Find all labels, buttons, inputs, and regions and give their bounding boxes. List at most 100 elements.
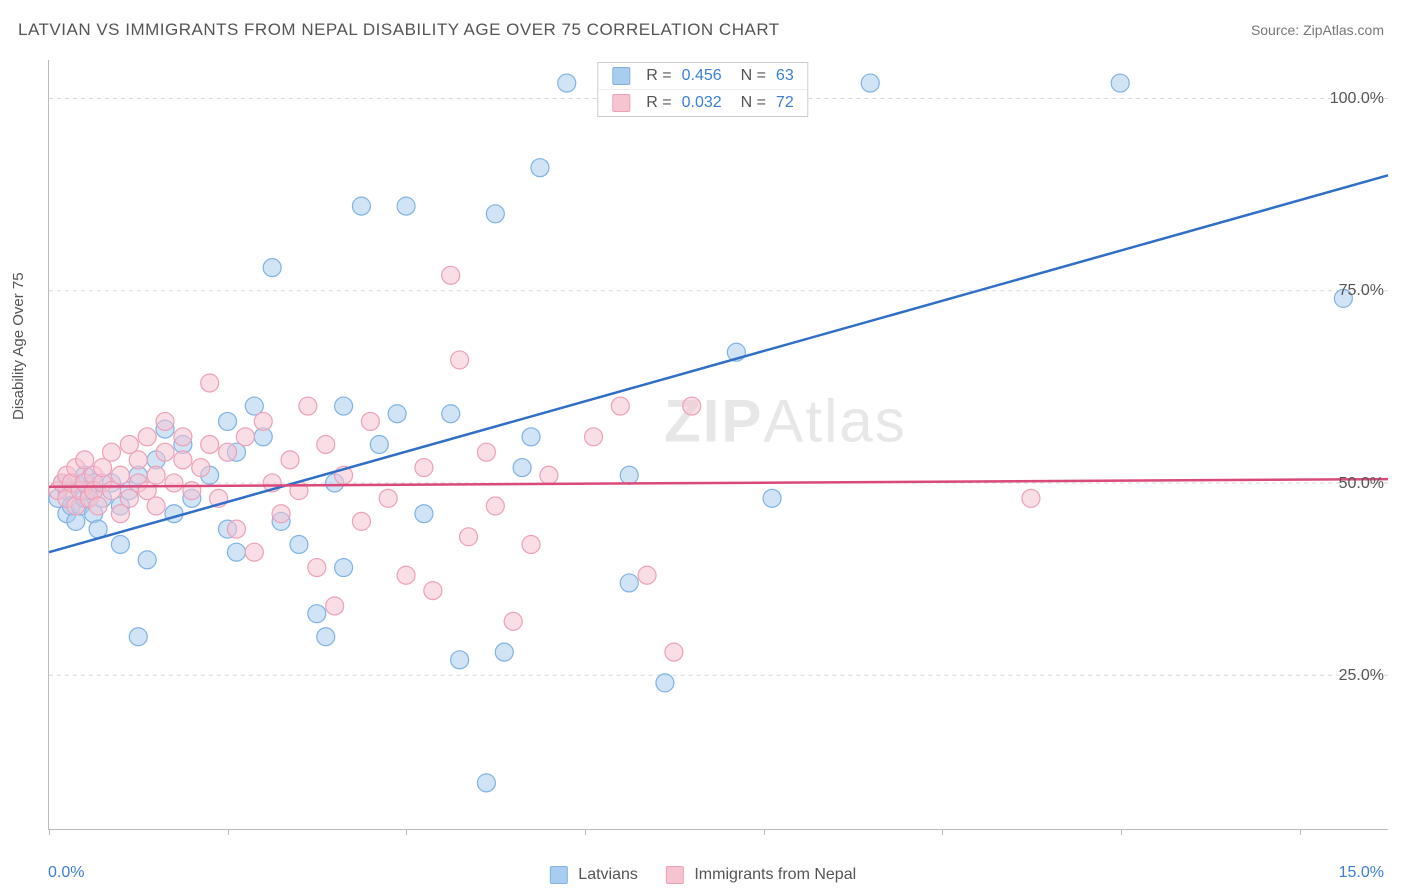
stat-r-nepal: 0.032 <box>682 94 722 112</box>
x-tick-min: 0.0% <box>48 864 84 882</box>
data-point <box>335 397 353 415</box>
data-point <box>763 489 781 507</box>
source-label: Source: ZipAtlas.com <box>1251 22 1384 38</box>
data-point <box>486 205 504 223</box>
data-point <box>245 543 263 561</box>
x-tick <box>49 829 50 835</box>
data-point <box>156 412 174 430</box>
stat-n-label: N = <box>732 67 766 85</box>
x-tick-max: 15.0% <box>1339 864 1384 882</box>
legend-item-latvians: Latvians <box>550 866 638 884</box>
data-point <box>111 466 129 484</box>
x-tick <box>942 829 943 835</box>
data-point <box>361 412 379 430</box>
data-point <box>522 535 540 553</box>
data-point <box>397 197 415 215</box>
x-tick <box>1300 829 1301 835</box>
data-point <box>326 597 344 615</box>
data-point <box>174 451 192 469</box>
y-axis-label: Disability Age Over 75 <box>10 272 27 420</box>
x-tick <box>406 829 407 835</box>
data-point <box>89 497 107 515</box>
data-point <box>424 582 442 600</box>
legend-item-nepal: Immigrants from Nepal <box>666 866 856 884</box>
data-point <box>370 436 388 454</box>
data-point <box>308 605 326 623</box>
x-tick <box>585 829 586 835</box>
data-point <box>451 351 469 369</box>
swatch-latvians <box>612 67 630 85</box>
data-point <box>219 412 237 430</box>
data-point <box>335 559 353 577</box>
trend-line <box>49 175 1388 552</box>
data-point <box>415 505 433 523</box>
chart-title: LATVIAN VS IMMIGRANTS FROM NEPAL DISABIL… <box>18 20 780 40</box>
data-point <box>254 412 272 430</box>
data-point <box>227 543 245 561</box>
data-point <box>477 443 495 461</box>
data-point <box>352 512 370 530</box>
data-point <box>290 535 308 553</box>
x-tick <box>764 829 765 835</box>
data-point <box>156 443 174 461</box>
data-point <box>486 497 504 515</box>
stat-r-label: R = <box>646 94 671 112</box>
correlation-legend: R = 0.456 N = 63 R = 0.032 N = 72 <box>597 62 808 117</box>
data-point <box>558 74 576 92</box>
y-tick-label: 100.0% <box>1330 90 1384 108</box>
swatch-nepal-icon <box>666 866 684 884</box>
data-point <box>183 482 201 500</box>
data-point <box>861 74 879 92</box>
data-point <box>138 551 156 569</box>
data-point <box>102 443 120 461</box>
data-point <box>495 643 513 661</box>
data-point <box>451 651 469 669</box>
data-point <box>138 428 156 446</box>
data-point <box>352 197 370 215</box>
legend-row-latvians: R = 0.456 N = 63 <box>598 63 807 89</box>
data-point <box>531 159 549 177</box>
data-point <box>299 397 317 415</box>
data-point <box>683 397 701 415</box>
data-point <box>192 459 210 477</box>
data-point <box>638 566 656 584</box>
stat-r-label: R = <box>646 67 671 85</box>
data-point <box>129 451 147 469</box>
y-tick-label: 75.0% <box>1339 282 1384 300</box>
y-tick-label: 25.0% <box>1339 667 1384 685</box>
data-point <box>388 405 406 423</box>
series-legend: Latvians Immigrants from Nepal <box>550 866 856 884</box>
data-point <box>415 459 433 477</box>
data-point <box>442 405 460 423</box>
stat-r-latvians: 0.456 <box>682 67 722 85</box>
data-point <box>236 428 254 446</box>
legend-label-nepal: Immigrants from Nepal <box>694 866 856 883</box>
data-point <box>620 466 638 484</box>
stat-n-label: N = <box>732 94 766 112</box>
data-point <box>272 505 290 523</box>
data-point <box>397 566 415 584</box>
data-point <box>281 451 299 469</box>
data-point <box>219 443 237 461</box>
data-point <box>540 466 558 484</box>
data-point <box>227 520 245 538</box>
data-point <box>611 397 629 415</box>
data-point <box>656 674 674 692</box>
data-point <box>442 266 460 284</box>
legend-label-latvians: Latvians <box>578 866 638 883</box>
legend-row-nepal: R = 0.032 N = 72 <box>598 89 807 116</box>
data-point <box>129 628 147 646</box>
data-point <box>174 428 192 446</box>
y-tick-label: 50.0% <box>1339 475 1384 493</box>
data-point <box>308 559 326 577</box>
data-point <box>379 489 397 507</box>
data-point <box>1022 489 1040 507</box>
x-tick <box>1121 829 1122 835</box>
plot-area: ZIPAtlas <box>48 60 1388 830</box>
stat-n-latvians: 63 <box>776 67 794 85</box>
data-point <box>317 436 335 454</box>
swatch-nepal <box>612 94 630 112</box>
stat-n-nepal: 72 <box>776 94 794 112</box>
chart-container: LATVIAN VS IMMIGRANTS FROM NEPAL DISABIL… <box>0 0 1406 892</box>
data-point <box>147 497 165 515</box>
